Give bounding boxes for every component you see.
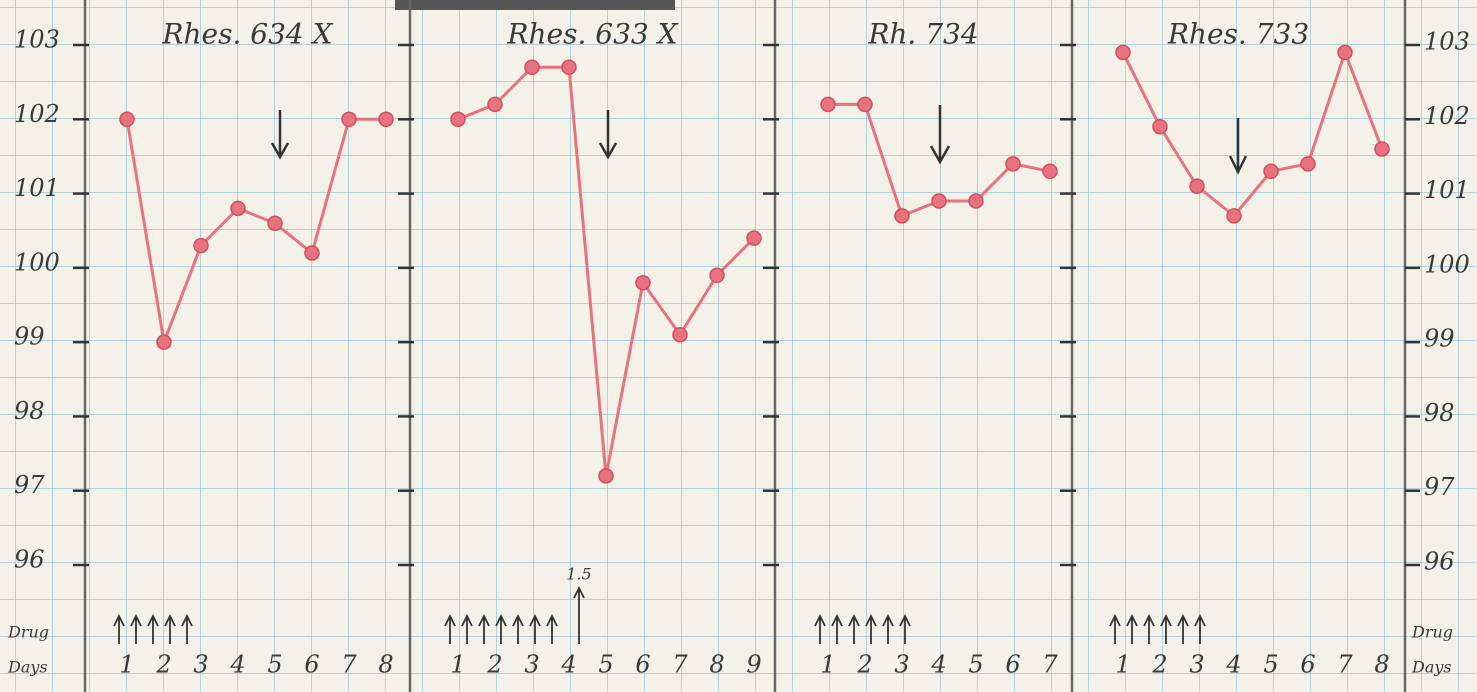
dose-annotation: 1.5 <box>566 565 591 584</box>
temperature-point <box>636 276 650 290</box>
temperature-point <box>1043 164 1057 178</box>
temperature-point <box>1301 157 1315 171</box>
temperature-point <box>525 60 539 74</box>
y2-tick-label: 100 <box>1424 250 1470 278</box>
y-tick-label: 96 <box>14 546 45 574</box>
temperature-point <box>747 231 761 245</box>
day-label: 7 <box>341 651 357 679</box>
y2-tick-label: 99 <box>1424 325 1455 353</box>
y2-tick-label: 101 <box>1424 176 1470 204</box>
day-label: 1 <box>820 651 835 679</box>
day-label: 2 <box>486 651 502 679</box>
temperature-point <box>710 268 724 282</box>
day-label: 6 <box>304 651 319 679</box>
day-label: 6 <box>635 651 650 679</box>
temperature-point <box>1153 120 1167 134</box>
y-tick-label: 98 <box>14 397 45 425</box>
day-label: 1 <box>450 651 465 679</box>
graph-paper <box>0 0 1477 692</box>
y2-tick-label: 98 <box>1424 399 1455 427</box>
day-label: 6 <box>1005 651 1020 679</box>
y2-tick-label: 103 <box>1424 28 1470 56</box>
drug-label: Drug <box>7 623 49 642</box>
y2-tick-label: 96 <box>1424 548 1455 576</box>
days-label: Days <box>1411 658 1452 677</box>
day-label: 2 <box>155 651 171 679</box>
day-label: 9 <box>746 651 761 679</box>
temperature-point <box>1116 45 1130 59</box>
temperature-point <box>562 60 576 74</box>
temperature-point <box>231 201 245 215</box>
y-tick-label: 101 <box>14 174 60 202</box>
panel-title: Rhes. 633 X <box>506 18 678 51</box>
panel-title: Rhes. 733 <box>1167 18 1309 51</box>
y-tick-label: 102 <box>14 100 60 128</box>
y-tick-label: 100 <box>14 248 60 276</box>
y2-tick-label: 97 <box>1424 473 1455 501</box>
y-tick-label: 103 <box>14 26 60 54</box>
day-label: 4 <box>560 651 576 679</box>
temperature-point <box>451 112 465 126</box>
day-label: 1 <box>1115 651 1130 679</box>
temperature-point <box>1264 164 1278 178</box>
day-label: 2 <box>856 651 872 679</box>
chart: 9697989910010110210396979899100101102103… <box>0 0 1477 692</box>
day-label: 4 <box>930 651 946 679</box>
y-tick-label: 97 <box>14 471 45 499</box>
day-label: 8 <box>378 651 393 679</box>
day-label: 3 <box>894 651 909 679</box>
day-label: 2 <box>1151 651 1167 679</box>
day-label: 5 <box>968 651 983 679</box>
temperature-point <box>194 239 208 253</box>
drug-label: Drug <box>1411 623 1453 642</box>
temperature-point <box>379 112 393 126</box>
temperature-point <box>1006 157 1020 171</box>
temperature-point <box>342 112 356 126</box>
temperature-point <box>858 97 872 111</box>
day-label: 8 <box>1374 651 1389 679</box>
temperature-point <box>157 335 171 349</box>
day-label: 7 <box>672 651 688 679</box>
day-label: 5 <box>598 651 613 679</box>
temperature-point <box>969 194 983 208</box>
temperature-point <box>120 112 134 126</box>
day-label: 3 <box>1189 651 1204 679</box>
day-label: 3 <box>524 651 539 679</box>
temperature-point <box>673 328 687 342</box>
day-label: 7 <box>1042 651 1058 679</box>
page: {"chart_data": [ {"type": "line", "title… <box>0 0 1477 692</box>
panel-title: Rhes. 634 X <box>161 18 333 51</box>
temperature-point <box>1227 209 1241 223</box>
day-label: 5 <box>267 651 282 679</box>
panel-title: Rh. 734 <box>867 18 978 51</box>
temperature-point <box>1375 142 1389 156</box>
temperature-point <box>305 246 319 260</box>
temperature-point <box>488 97 502 111</box>
day-label: 7 <box>1337 651 1353 679</box>
temperature-point <box>895 209 909 223</box>
day-label: 6 <box>1300 651 1315 679</box>
day-label: 8 <box>709 651 724 679</box>
y2-tick-label: 102 <box>1424 102 1470 130</box>
day-label: 1 <box>119 651 134 679</box>
temperature-point <box>599 469 613 483</box>
temperature-point <box>1338 45 1352 59</box>
temperature-point <box>268 216 282 230</box>
y-tick-label: 99 <box>14 323 45 351</box>
day-label: 4 <box>1225 651 1241 679</box>
days-label: Days <box>7 658 48 677</box>
day-label: 4 <box>229 651 245 679</box>
temperature-point <box>1190 179 1204 193</box>
temperature-point <box>821 97 835 111</box>
top-tape <box>395 0 675 10</box>
day-label: 5 <box>1263 651 1278 679</box>
temperature-point <box>932 194 946 208</box>
day-label: 3 <box>193 651 208 679</box>
